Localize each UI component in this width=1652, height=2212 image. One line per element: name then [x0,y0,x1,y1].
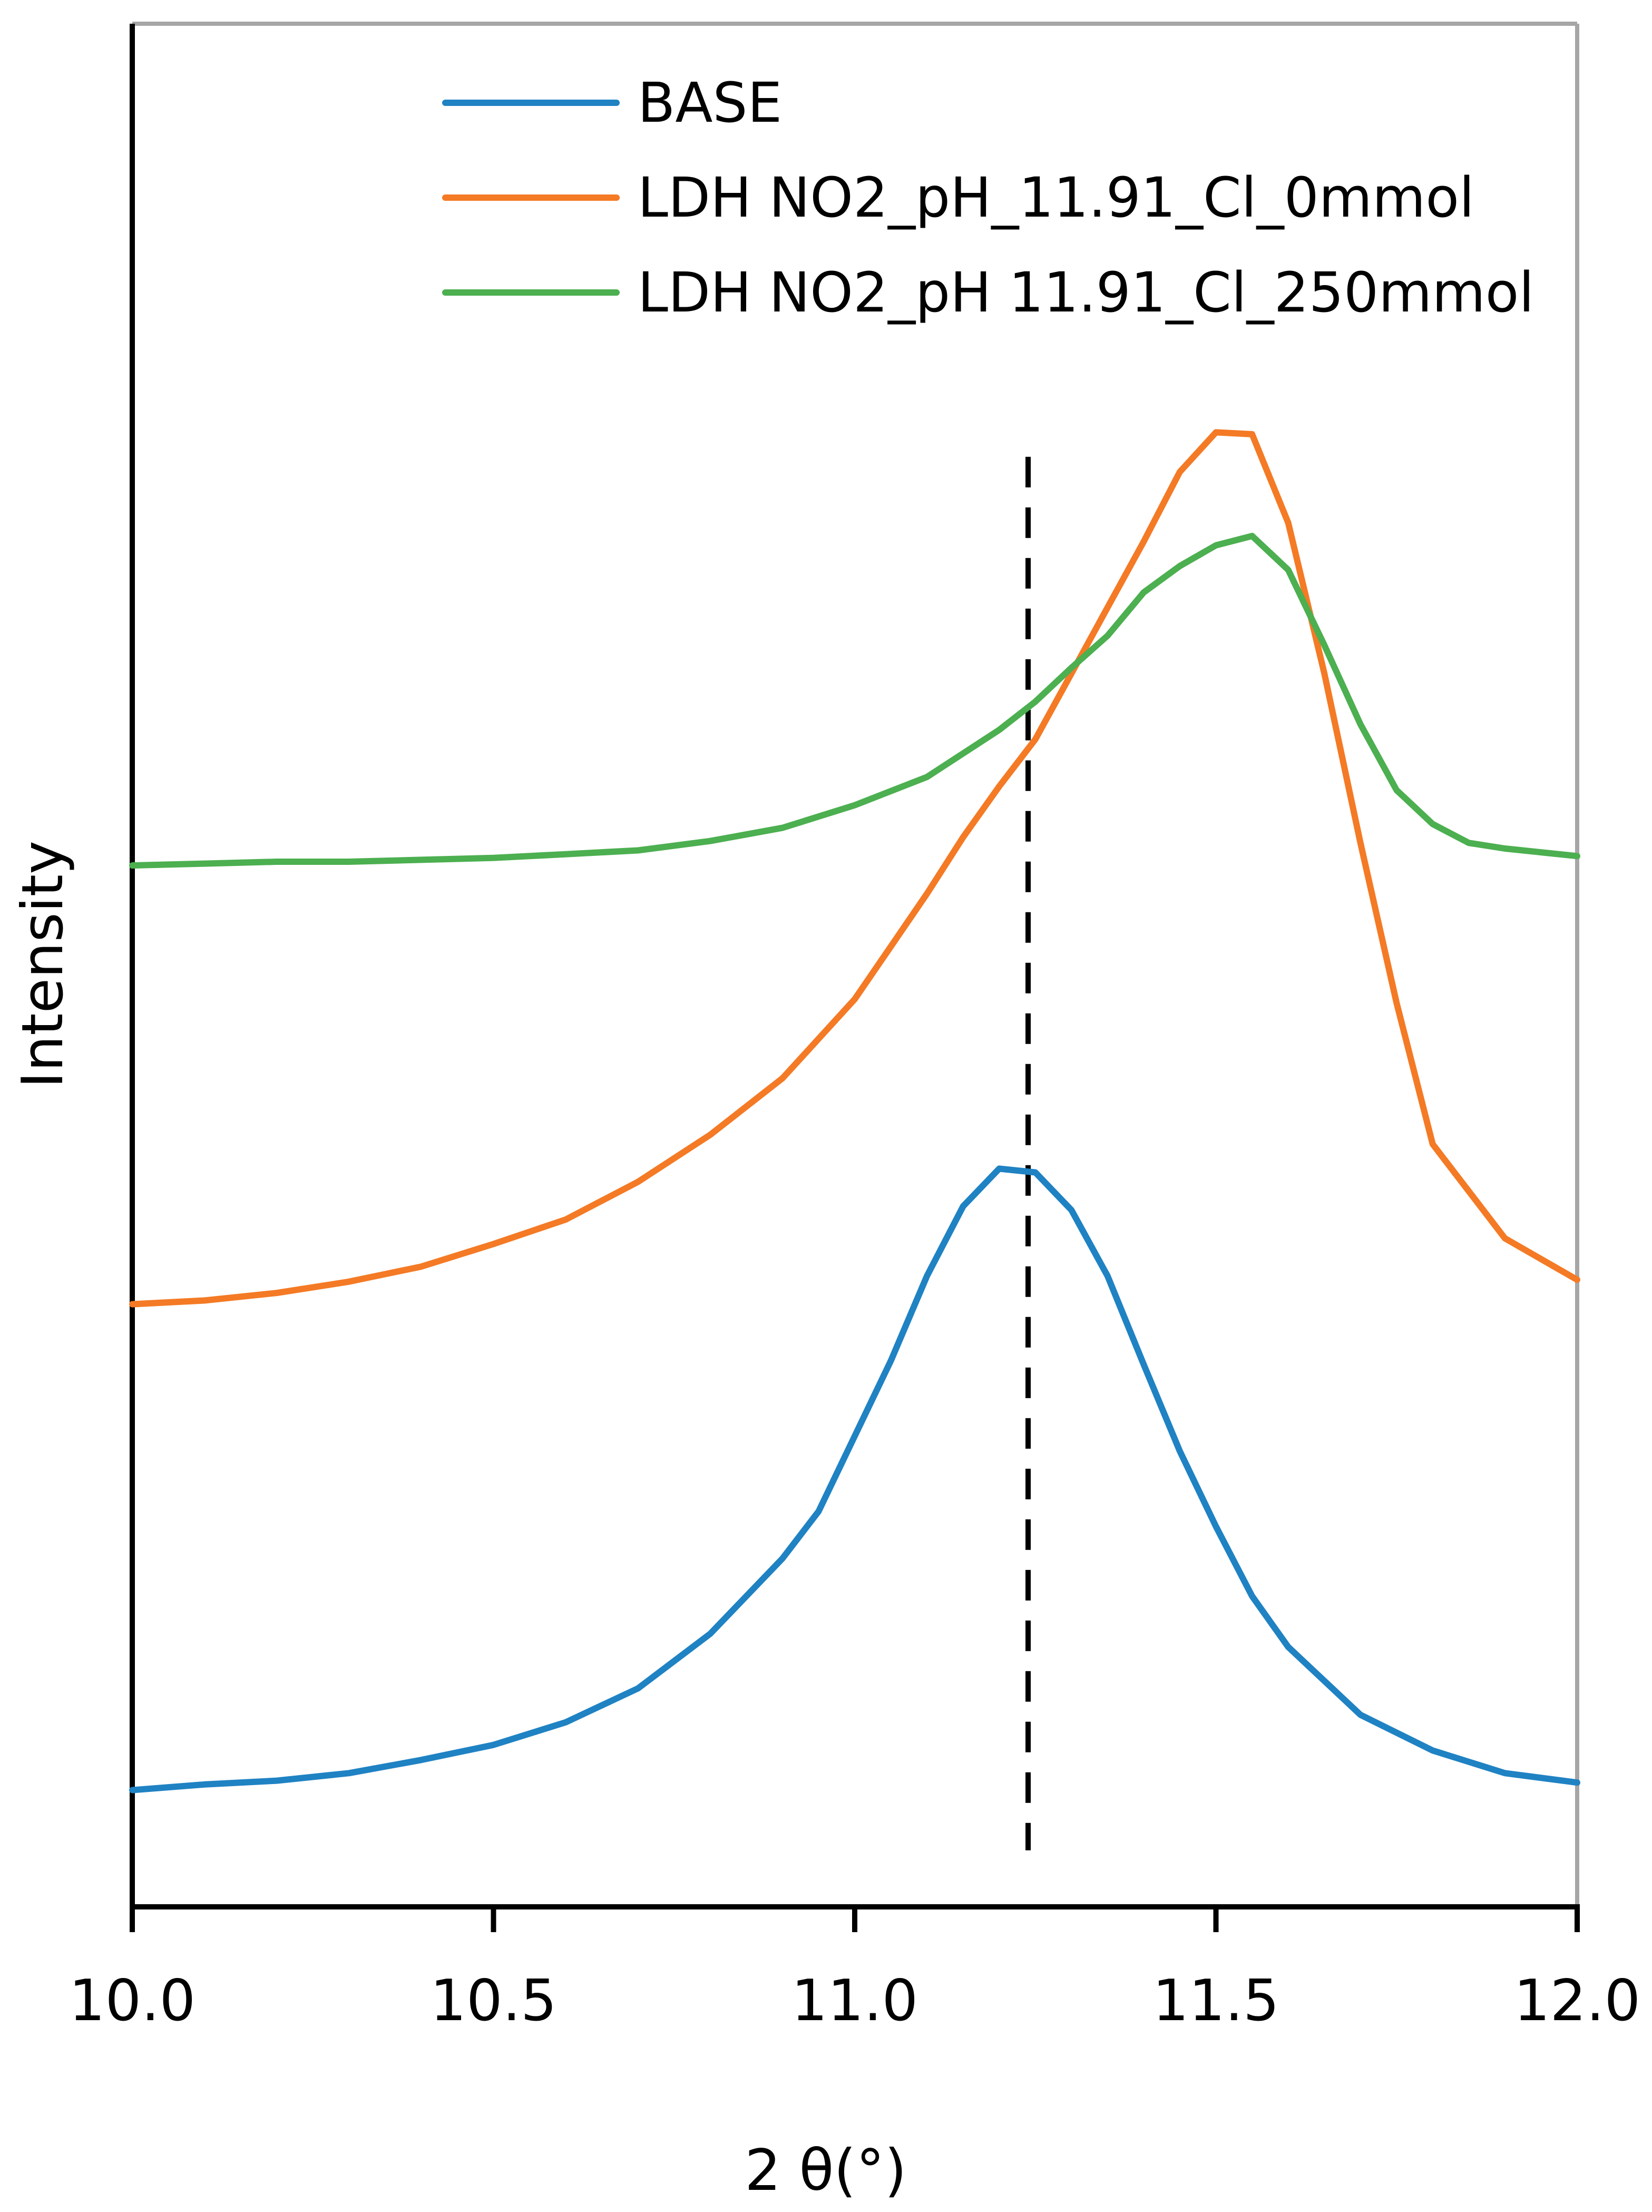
x-axis-ticks [130,1907,1580,1932]
x-axis-tick-labels: 10.0 10.5 11.0 11.5 12.0 [69,1968,1640,2034]
legend-label: LDH NO2_pH_11.91_Cl_0mmol [638,165,1474,230]
legend: BASE LDH NO2_pH_11.91_Cl_0mmol LDH NO2_pH … [442,71,1534,325]
series-line [129,429,1580,1308]
x-tick-label: 12.0 [1514,1968,1640,2034]
x-axis-label: 2 θ(°) [745,2138,906,2204]
x-tick-label: 10.0 [69,1968,195,2034]
series-line [129,532,1580,869]
x-tick-label: 11.0 [791,1968,918,2034]
legend-label: LDH NO2_pH 11.91_Cl_250mmol [638,260,1534,325]
series-lines [129,429,1580,1794]
series-line [129,1165,1580,1794]
x-tick-label: 10.5 [430,1968,556,2034]
x-tick-label: 11.5 [1152,1968,1279,2034]
legend-label: BASE [638,71,782,135]
y-axis-label: Intensity [10,841,76,1088]
